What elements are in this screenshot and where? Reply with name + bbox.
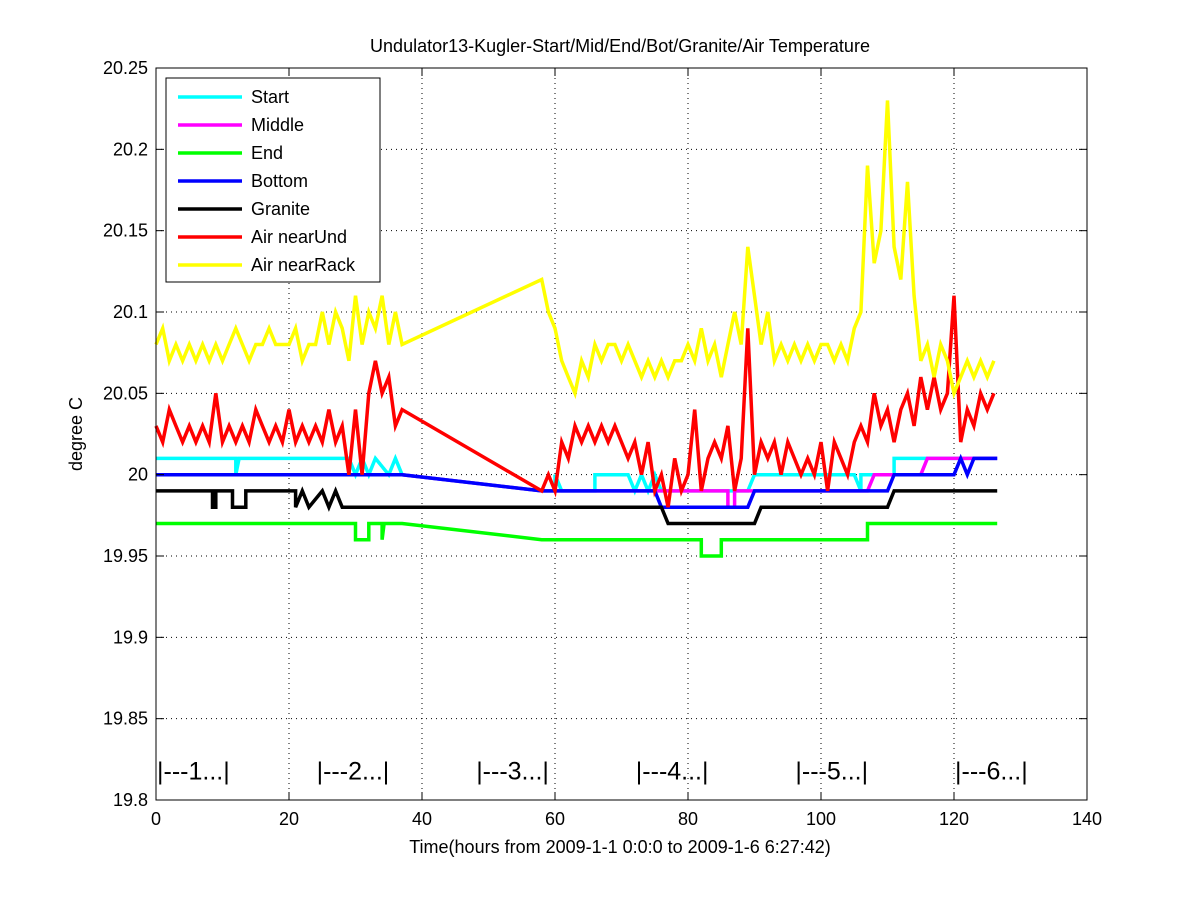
- legend-label: Start: [251, 87, 289, 107]
- annotation-label: |---3...|: [476, 758, 549, 786]
- y-tick-label: 20.25: [103, 58, 148, 78]
- y-tick-label: 19.95: [103, 546, 148, 566]
- series-line-bottom: [156, 453, 998, 509]
- legend-label: Air nearUnd: [251, 227, 347, 247]
- annotation-label: |---5...|: [795, 758, 868, 786]
- annotation-label: |---1...|: [157, 758, 230, 786]
- legend-label: Air nearRack: [251, 255, 356, 275]
- y-tick-label: 20: [128, 465, 148, 485]
- x-tick-label: 100: [806, 809, 836, 829]
- x-axis-label: Time(hours from 2009-1-1 0:0:0 to 2009-1…: [409, 837, 831, 857]
- legend: Start Middle End Bottom Granite Air nearUnd Ai…: [165, 77, 381, 283]
- annotations: |---1...| |---2...| |---3...| |---4...| |---…: [157, 758, 1028, 786]
- y-tick-label: 19.85: [103, 709, 148, 729]
- x-tick-label: 60: [545, 809, 565, 829]
- series-group: [154, 100, 998, 558]
- y-tick-label: 20.2: [113, 139, 148, 159]
- plot-frame: [155, 67, 1088, 801]
- legend-label: End: [251, 143, 283, 163]
- y-tick-label: 19.8: [113, 790, 148, 810]
- x-tick-label: 120: [939, 809, 969, 829]
- ticks: 0 20 40 60 80 100 120 140 19.8 19.85 19.9 19.95 20 20…: [103, 58, 1102, 829]
- legend-label: Bottom: [251, 171, 308, 191]
- legend-label: Middle: [251, 115, 304, 135]
- x-tick-label: 40: [412, 809, 432, 829]
- series-line-air-nearund: [154, 295, 996, 508]
- x-tick-label: 0: [151, 809, 161, 829]
- y-axis-label: degree C: [66, 397, 86, 471]
- series-line-granite: [156, 486, 998, 526]
- series-line-end: [156, 521, 998, 558]
- y-tick-label: 20.1: [113, 302, 148, 322]
- x-tick-label: 20: [279, 809, 299, 829]
- chart-title: Undulator13-Kugler-Start/Mid/End/Bot/Gra…: [370, 36, 870, 56]
- y-tick-label: 20.15: [103, 221, 148, 241]
- annotation-label: |---2...|: [317, 758, 390, 786]
- y-tick-label: 20.05: [103, 383, 148, 403]
- annotation-label: |---4...|: [636, 758, 709, 786]
- y-tick-label: 19.9: [113, 627, 148, 647]
- annotation-label: |---6...|: [955, 758, 1028, 786]
- series-line-air-nearrack: [154, 100, 996, 400]
- legend-label: Granite: [251, 199, 310, 219]
- x-tick-label: 80: [678, 809, 698, 829]
- x-tick-label: 140: [1072, 809, 1102, 829]
